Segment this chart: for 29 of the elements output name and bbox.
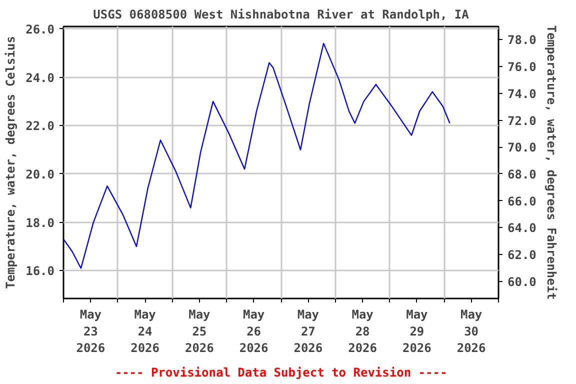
text: ---- Provisional Data Subject to Revision ---- <box>114 366 448 380</box>
y-tick-label: 22.0 <box>26 119 55 134</box>
x-tick-label: May 30 2026 <box>456 308 486 356</box>
y2-tick-label: 72.0 <box>508 114 536 128</box>
y2-tick-label: 70.0 <box>508 140 536 155</box>
line-series <box>64 42 450 269</box>
x-tick-label: May 25 2026 <box>184 308 214 356</box>
y2-tick-label: 66.0 <box>508 194 536 208</box>
y-tick-label: 26.0 <box>26 22 55 36</box>
y2-tick-label: 60.0 <box>508 274 536 289</box>
x-tick-label: May 29 2026 <box>402 308 432 356</box>
y-axis-title: Temperature, water, degrees Celsius <box>4 36 18 289</box>
chart-title: USGS 06808500 West Nishnabotna River at Randolph, IA <box>93 8 470 22</box>
x-tick-label: May 24 2026 <box>130 308 160 356</box>
x-tick-label: May 28 2026 <box>348 308 378 356</box>
x-tick-label: May 26 2026 <box>239 308 268 356</box>
y-tick-label: 20.0 <box>26 167 55 182</box>
y2-tick-label: 68.0 <box>508 167 536 182</box>
y-tick-label: 18.0 <box>26 216 55 230</box>
y2-tick-label: 74.0 <box>508 86 536 101</box>
y2-tick-label: 78.0 <box>508 33 536 48</box>
y2-axis-title: Temperature, water, degrees Fahrenheit <box>544 25 558 300</box>
x-tick-label: May 27 2026 <box>294 308 323 356</box>
y-tick-label: 16.0 <box>26 264 55 278</box>
y2-tick-label: 62.0 <box>508 248 536 262</box>
x-tick-label: May 23 2026 <box>76 308 106 356</box>
y2-tick-label: 76.0 <box>508 60 536 74</box>
y2-tick-label: 64.0 <box>508 221 536 236</box>
y-tick-label: 24.0 <box>26 70 55 85</box>
